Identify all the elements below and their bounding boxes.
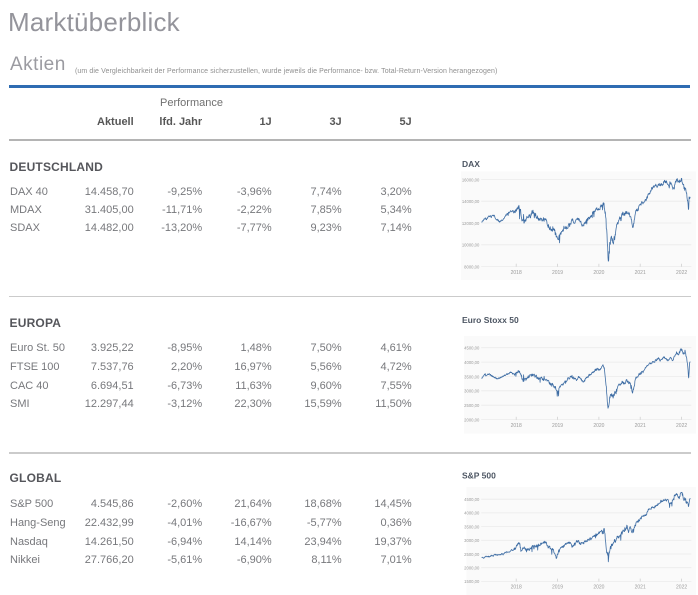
svg-text:3500,00: 3500,00: [464, 374, 480, 379]
svg-text:2018: 2018: [511, 270, 522, 276]
svg-text:2500,00: 2500,00: [464, 403, 480, 408]
svg-text:2000,00: 2000,00: [464, 566, 480, 571]
svg-text:4000,00: 4000,00: [464, 360, 480, 365]
svg-text:2500,00: 2500,00: [464, 552, 480, 557]
svg-text:2019: 2019: [552, 585, 563, 591]
svg-text:3000,00: 3000,00: [464, 389, 480, 394]
svg-text:8000,00: 8000,00: [464, 264, 480, 269]
svg-text:1500,00: 1500,00: [464, 579, 480, 584]
svg-text:4000,00: 4000,00: [464, 511, 480, 516]
svg-text:2018: 2018: [511, 585, 522, 591]
svg-text:2022: 2022: [676, 423, 687, 429]
svg-text:2019: 2019: [552, 423, 563, 429]
svg-text:2022: 2022: [676, 270, 687, 276]
svg-text:12000,00: 12000,00: [462, 221, 480, 226]
svg-text:16000,00: 16000,00: [462, 177, 480, 182]
svg-text:2000,00: 2000,00: [464, 417, 480, 422]
svg-text:2018: 2018: [511, 423, 522, 429]
svg-text:2021: 2021: [635, 585, 646, 591]
svg-text:14000,00: 14000,00: [462, 199, 480, 204]
svg-text:2020: 2020: [593, 423, 604, 429]
svg-text:4500,00: 4500,00: [464, 497, 480, 502]
svg-text:DAX: DAX: [462, 159, 480, 169]
svg-text:10000,00: 10000,00: [462, 243, 480, 248]
svg-text:4500,00: 4500,00: [464, 346, 480, 351]
svg-text:2020: 2020: [593, 585, 604, 591]
svg-text:2021: 2021: [635, 423, 646, 429]
svg-text:Euro Stoxx 50: Euro Stoxx 50: [462, 315, 519, 325]
svg-text:2020: 2020: [593, 270, 604, 276]
svg-text:2021: 2021: [635, 270, 646, 276]
svg-text:2022: 2022: [676, 585, 687, 591]
svg-text:3000,00: 3000,00: [464, 538, 480, 543]
svg-text:S&P 500: S&P 500: [462, 471, 496, 481]
svg-text:3500,00: 3500,00: [464, 524, 480, 529]
svg-text:2019: 2019: [552, 270, 563, 276]
